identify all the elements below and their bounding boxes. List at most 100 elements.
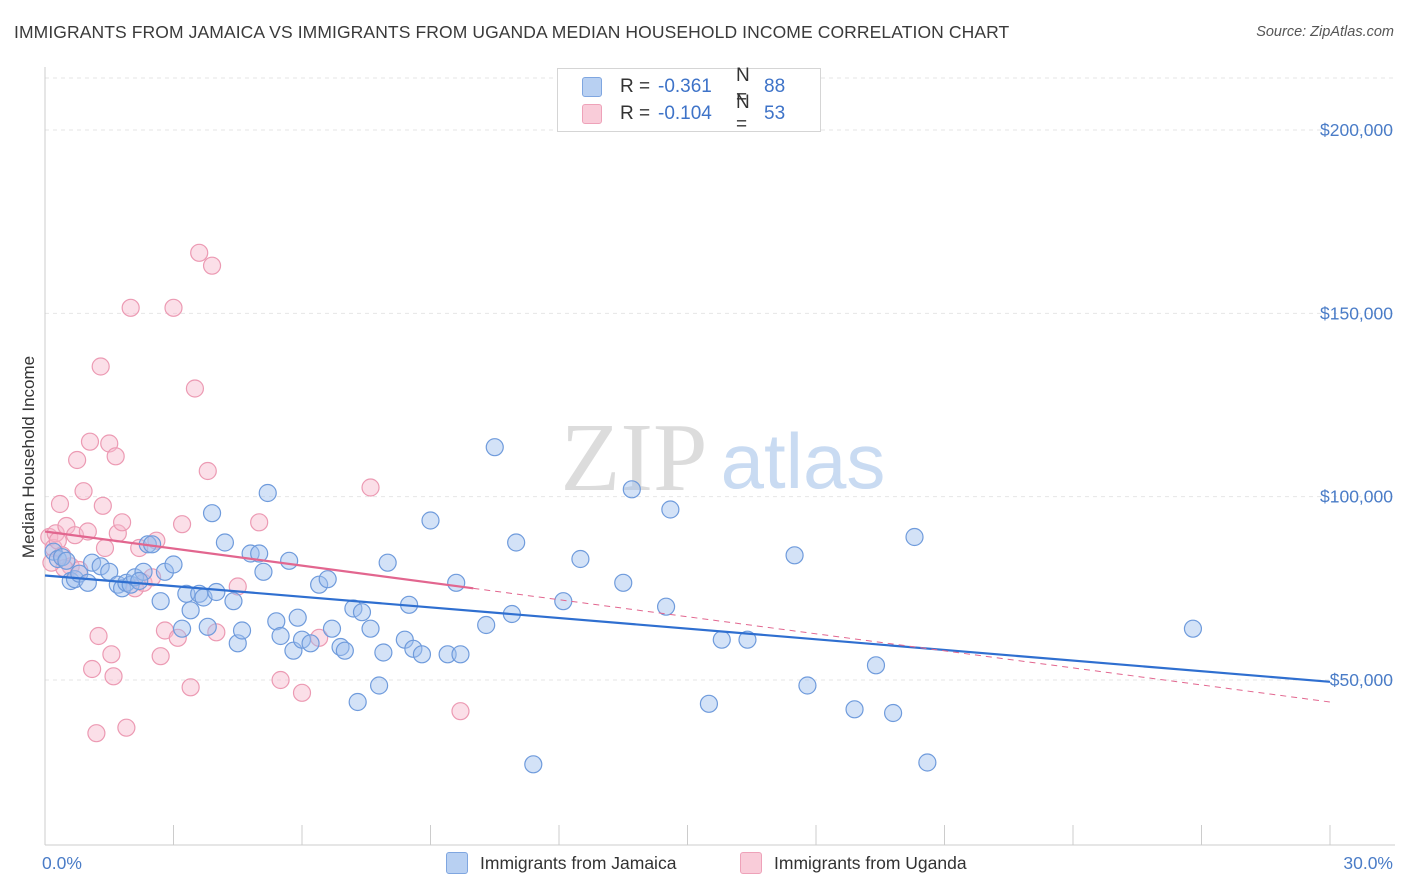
y-tick-label: $100,000 xyxy=(1320,487,1393,507)
jamaica-point xyxy=(215,533,234,552)
jamaica-point xyxy=(57,551,76,570)
jamaica-point xyxy=(207,582,226,602)
uganda-point xyxy=(93,496,112,515)
uganda-point xyxy=(89,626,108,646)
jamaica-point xyxy=(250,544,269,563)
y-tick-label: $200,000 xyxy=(1320,120,1393,140)
jamaica-n-value: 88 xyxy=(764,76,786,97)
uganda-swatch xyxy=(582,104,602,124)
grid-lines xyxy=(45,77,1395,681)
jamaica-trend-line xyxy=(44,574,1331,683)
jamaica-point xyxy=(477,615,496,635)
trend-lines xyxy=(44,530,1331,703)
jamaica-point xyxy=(335,641,354,660)
jamaica-point xyxy=(661,500,680,519)
tick-labels: $50,000 $100,000 $150,000 $200,000 0.0% 30.0% xyxy=(42,120,1393,873)
watermark-zip: ZIP xyxy=(561,404,708,512)
legend-item-jamaica[interactable]: Immigrants from Jamaica xyxy=(446,852,676,874)
r-label: R = xyxy=(620,76,651,97)
uganda-point xyxy=(112,513,132,532)
jamaica-point xyxy=(134,562,153,581)
uganda-point xyxy=(292,683,312,702)
x-tick-label: 30.0% xyxy=(1343,853,1393,873)
jamaica-legend-label: Immigrants from Jamaica xyxy=(480,852,677,873)
uganda-legend-label: Immigrants from Uganda xyxy=(774,852,967,873)
jamaica-point xyxy=(348,692,367,712)
uganda-point xyxy=(168,628,187,647)
uganda-point xyxy=(271,670,290,690)
jamaica-point xyxy=(883,703,903,723)
legend-item-uganda[interactable]: Immigrants from Uganda xyxy=(740,852,967,874)
jamaica-legend-swatch xyxy=(446,852,468,874)
n-label: N = xyxy=(736,65,750,108)
jamaica-point xyxy=(524,755,543,774)
uganda-r-value: -0.104 xyxy=(658,103,712,124)
jamaica-point xyxy=(785,546,804,565)
uganda-point xyxy=(151,647,170,666)
legend-row-jamaica: R = -0.361 N = 88 xyxy=(582,65,786,108)
n-label: N = xyxy=(736,92,750,135)
jamaica-point xyxy=(78,573,97,592)
jamaica-point xyxy=(130,571,149,591)
uganda-point xyxy=(80,432,100,451)
jamaica-point xyxy=(258,483,277,503)
jamaica-point xyxy=(322,619,342,638)
uganda-n-value: 53 xyxy=(764,103,786,124)
uganda-trend-line xyxy=(44,530,474,590)
jamaica-point xyxy=(224,592,243,611)
jamaica-point xyxy=(866,656,886,675)
jamaica-point xyxy=(374,643,393,662)
y-axis-label: Median Household Income xyxy=(19,356,38,558)
jamaica-point xyxy=(288,608,307,627)
jamaica-point xyxy=(361,619,380,638)
jamaica-point xyxy=(571,549,590,569)
jamaica-point xyxy=(845,700,864,719)
r-label: R = xyxy=(620,103,651,124)
jamaica-point xyxy=(181,601,200,620)
jamaica-point xyxy=(421,511,440,530)
uganda-point xyxy=(181,678,200,697)
jamaica-point xyxy=(378,553,397,572)
uganda-point xyxy=(361,478,380,497)
uganda-point xyxy=(185,379,205,398)
jamaica-point xyxy=(507,533,526,552)
source-label: Source: ZipAtlas.com xyxy=(1256,24,1394,40)
uganda-point xyxy=(91,357,110,376)
jamaica-point xyxy=(164,555,183,574)
uganda-point xyxy=(74,482,93,501)
jamaica-point xyxy=(254,562,273,581)
jamaica-point xyxy=(712,630,731,649)
uganda-points xyxy=(40,243,470,743)
jamaica-point xyxy=(172,619,192,638)
uganda-point xyxy=(117,718,136,737)
uganda-point xyxy=(190,243,209,262)
jamaica-point xyxy=(485,438,504,457)
legend-row-uganda: R = -0.104 N = 53 xyxy=(582,92,786,135)
axes xyxy=(44,67,1395,846)
jamaica-r-value: -0.361 xyxy=(658,76,712,97)
uganda-point xyxy=(50,494,70,514)
uganda-point xyxy=(250,513,269,532)
uganda-legend-swatch xyxy=(740,852,762,874)
uganda-point xyxy=(121,298,140,317)
uganda-point xyxy=(106,447,125,466)
jamaica-point xyxy=(614,573,633,592)
chart-title: IMMIGRANTS FROM JAMAICA VS IMMIGRANTS FR… xyxy=(14,22,1010,42)
uganda-trend-extension xyxy=(473,587,1331,703)
jamaica-point xyxy=(918,753,937,772)
watermark-atlas: atlas xyxy=(721,417,886,505)
uganda-point xyxy=(104,667,123,686)
jamaica-point xyxy=(622,480,641,499)
uganda-point xyxy=(172,515,192,534)
jamaica-point xyxy=(656,597,676,616)
jamaica-point xyxy=(352,603,372,622)
jamaica-point xyxy=(738,630,757,649)
jamaica-point xyxy=(1183,619,1203,638)
jamaica-point xyxy=(151,592,170,611)
y-tick-label: $50,000 xyxy=(1330,670,1394,690)
uganda-point xyxy=(95,538,115,558)
jamaica-point xyxy=(451,645,470,664)
uganda-point xyxy=(87,724,106,743)
jamaica-point xyxy=(438,645,457,664)
jamaica-point xyxy=(202,504,222,523)
